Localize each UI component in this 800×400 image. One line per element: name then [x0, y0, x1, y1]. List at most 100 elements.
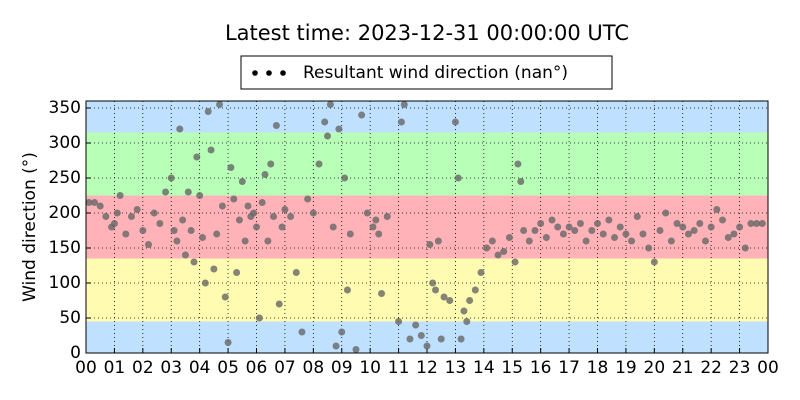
x-tick-label: 18	[587, 358, 609, 378]
data-point	[628, 237, 636, 245]
direction-band	[86, 101, 768, 133]
data-point	[741, 244, 749, 252]
data-point	[554, 223, 562, 231]
data-point	[511, 258, 519, 266]
data-point	[196, 192, 204, 199]
data-point	[352, 346, 360, 353]
data-point	[110, 220, 118, 227]
data-point	[264, 237, 272, 245]
chart-title: Latest time: 2023-12-31 00:00:00 UTC	[225, 21, 629, 45]
data-point	[369, 223, 377, 231]
data-point	[531, 227, 539, 234]
legend-marker	[280, 70, 286, 76]
data-point	[270, 213, 278, 220]
data-point	[102, 213, 110, 220]
x-tick-label: 06	[246, 358, 268, 378]
data-point	[213, 230, 221, 238]
y-tick-label: 200	[49, 203, 81, 223]
data-point	[517, 178, 525, 185]
y-axis-label: Wind direction (°)	[20, 152, 40, 302]
data-point	[335, 125, 343, 133]
data-point	[235, 216, 243, 224]
x-tick-label: 14	[473, 358, 495, 378]
data-point	[324, 132, 332, 140]
legend-marker	[266, 70, 272, 76]
y-tick-label: 50	[59, 308, 81, 328]
data-point	[426, 241, 434, 248]
x-tick-label: 21	[672, 358, 694, 378]
data-point	[457, 335, 465, 343]
data-point	[343, 286, 351, 294]
data-point	[417, 332, 425, 339]
legend-box	[240, 55, 613, 90]
x-tick-label: 23	[729, 358, 751, 378]
data-point	[684, 230, 692, 238]
data-point	[358, 111, 366, 119]
data-point	[679, 223, 687, 231]
legend-marker	[252, 70, 258, 76]
data-point	[466, 297, 474, 304]
x-tick-label: 08	[303, 358, 325, 378]
data-point	[667, 237, 675, 245]
data-point	[133, 206, 141, 213]
data-point	[281, 206, 289, 213]
data-point	[565, 223, 573, 231]
data-point	[139, 227, 147, 234]
data-point	[656, 227, 664, 234]
data-point	[122, 230, 130, 238]
data-point	[375, 230, 383, 238]
data-point	[400, 101, 408, 108]
y-tick-label: 0	[70, 343, 81, 363]
data-point	[338, 328, 346, 336]
data-point	[261, 171, 269, 178]
x-tick-label: 12	[416, 358, 438, 378]
data-point	[446, 297, 454, 304]
data-point	[309, 209, 317, 217]
data-point	[221, 293, 229, 301]
data-point	[429, 279, 437, 287]
data-point	[514, 160, 522, 168]
data-point	[701, 237, 709, 245]
data-point	[250, 209, 258, 217]
data-point	[758, 220, 766, 227]
x-tick-label: 22	[700, 358, 722, 378]
x-tick-label: 11	[388, 358, 410, 378]
data-point	[267, 160, 275, 168]
data-point	[633, 213, 641, 220]
data-point	[605, 216, 613, 224]
x-tick-label: 02	[132, 358, 154, 378]
data-point	[167, 174, 175, 182]
data-point	[91, 199, 99, 206]
x-tick-label: 13	[445, 358, 467, 378]
data-point	[397, 118, 405, 126]
data-point	[346, 230, 354, 238]
data-point	[736, 223, 744, 231]
x-tick-label: 03	[160, 358, 182, 378]
data-point	[253, 223, 260, 231]
data-point	[440, 293, 448, 301]
data-point	[471, 286, 479, 294]
data-point	[363, 209, 371, 217]
data-point	[460, 307, 468, 315]
data-point	[719, 216, 727, 224]
data-point	[332, 342, 340, 350]
data-point	[127, 213, 135, 220]
x-tick-label: 00	[757, 358, 779, 378]
data-point	[488, 237, 496, 245]
data-point	[176, 125, 184, 133]
data-point	[690, 227, 698, 234]
data-point	[224, 339, 232, 346]
data-point	[321, 118, 329, 126]
data-point	[594, 220, 601, 227]
data-point	[673, 220, 681, 227]
data-point	[181, 251, 189, 259]
data-point	[96, 202, 104, 210]
x-tick-label: 05	[217, 358, 239, 378]
data-point	[537, 220, 545, 227]
data-point	[298, 328, 306, 336]
data-point	[525, 237, 533, 245]
data-point	[201, 279, 209, 287]
data-point	[326, 101, 334, 108]
data-point	[156, 220, 164, 227]
